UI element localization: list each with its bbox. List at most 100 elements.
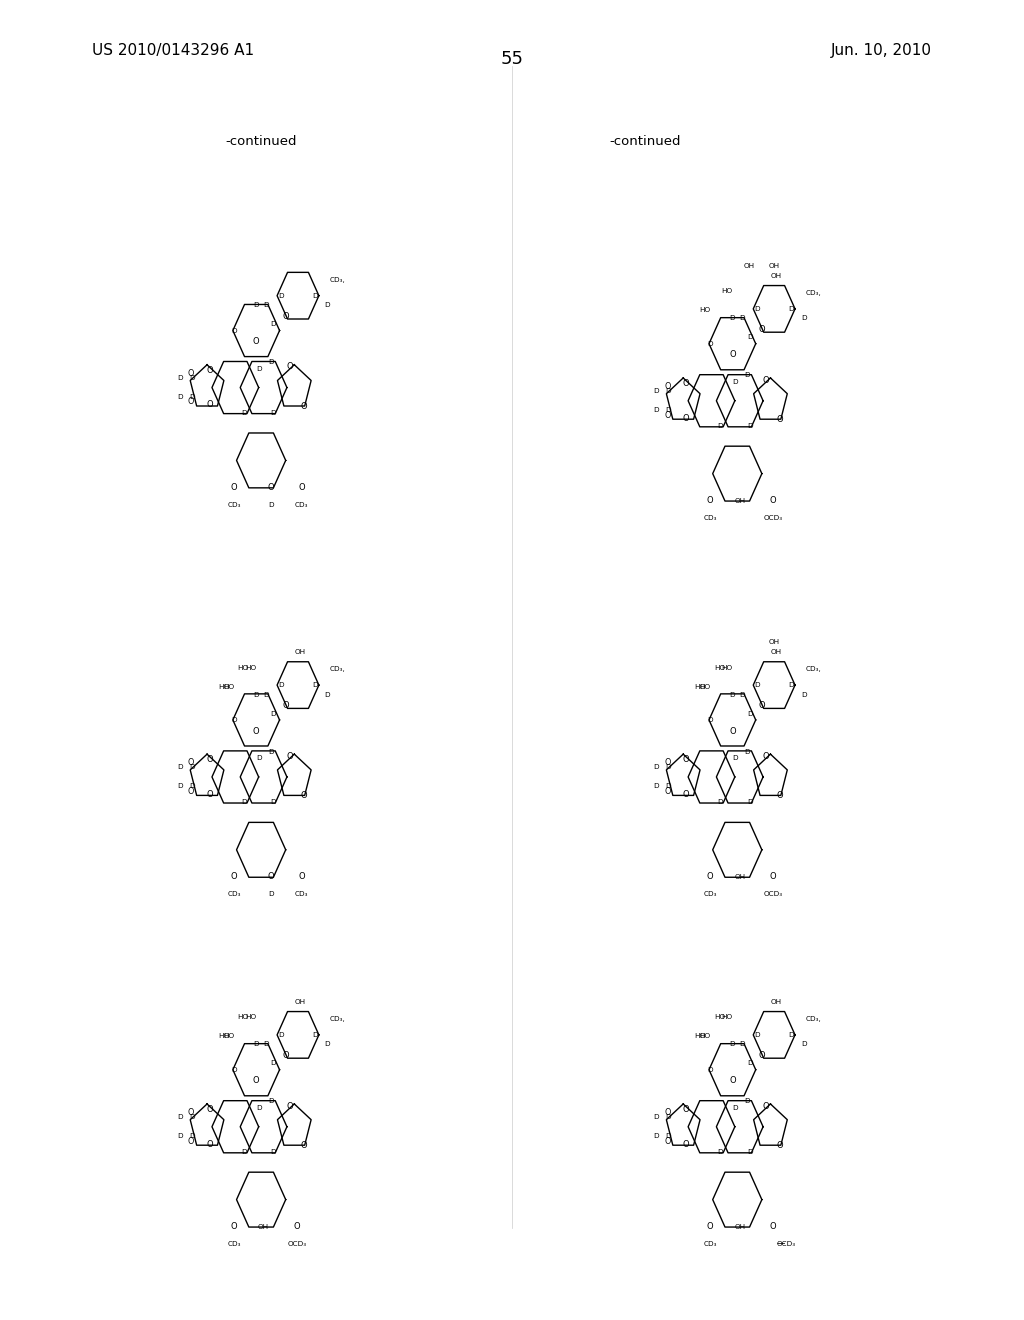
Text: D: D: [801, 315, 807, 321]
Text: D: D: [729, 692, 735, 697]
Text: O: O: [682, 789, 689, 799]
Text: D: D: [708, 341, 713, 347]
Text: CD₃: CD₃: [227, 891, 241, 898]
Text: D: D: [241, 411, 247, 416]
Text: D: D: [801, 1041, 807, 1047]
Text: O: O: [301, 792, 307, 800]
Text: D: D: [312, 293, 318, 298]
Text: D: D: [801, 692, 807, 697]
Text: D: D: [263, 1041, 269, 1047]
Text: D: D: [746, 800, 753, 805]
Text: D: D: [653, 1114, 659, 1121]
Text: O: O: [707, 873, 714, 882]
Text: O: O: [301, 403, 307, 411]
Text: D: D: [666, 1134, 672, 1139]
Text: D: D: [744, 748, 750, 755]
Text: D: D: [744, 372, 750, 379]
Text: D: D: [256, 755, 261, 760]
Text: O: O: [253, 726, 259, 735]
Text: D: D: [270, 321, 276, 327]
Text: O: O: [286, 363, 293, 371]
Text: 55: 55: [501, 50, 523, 69]
Text: O: O: [707, 496, 714, 506]
Text: D: D: [666, 784, 672, 789]
Text: D: D: [312, 1032, 318, 1038]
Text: Jun. 10, 2010: Jun. 10, 2010: [830, 42, 932, 58]
Text: D: D: [177, 1134, 183, 1139]
Text: D: D: [278, 1032, 284, 1038]
Text: HO: HO: [218, 684, 229, 689]
Text: D: D: [739, 1041, 745, 1047]
Text: D: D: [231, 327, 237, 334]
Text: CD₃,: CD₃,: [330, 667, 345, 672]
Text: OH: OH: [295, 649, 306, 655]
Text: OH: OH: [771, 649, 782, 655]
Text: HO: HO: [245, 665, 256, 671]
Text: O: O: [682, 755, 689, 764]
Text: D: D: [746, 1060, 753, 1067]
Text: O: O: [283, 701, 289, 710]
Text: D: D: [666, 764, 672, 771]
Text: D: D: [268, 1098, 273, 1105]
Text: O: O: [187, 787, 195, 796]
Text: OH: OH: [295, 999, 306, 1005]
Text: O: O: [206, 755, 213, 764]
Text: HO: HO: [694, 1034, 706, 1039]
Text: US 2010/0143296 A1: US 2010/0143296 A1: [92, 42, 254, 58]
Text: D: D: [653, 784, 659, 789]
Text: D: D: [177, 1114, 183, 1121]
Text: CD₃: CD₃: [227, 1241, 241, 1247]
Text: O: O: [707, 1222, 714, 1232]
Text: CD₃: CD₃: [295, 891, 308, 898]
Text: O: O: [762, 1102, 769, 1110]
Text: O: O: [187, 1107, 195, 1117]
Text: D: D: [270, 710, 276, 717]
Text: O: O: [253, 337, 259, 346]
Text: O: O: [664, 758, 671, 767]
Text: CD₃: CD₃: [227, 502, 241, 508]
Text: D: D: [666, 408, 672, 413]
Text: O: O: [664, 1137, 671, 1146]
Text: O: O: [206, 366, 213, 375]
Text: D: D: [746, 334, 753, 341]
Text: D: D: [666, 1114, 672, 1121]
Text: D: D: [189, 1114, 196, 1121]
Text: D: D: [241, 1150, 247, 1155]
Text: D: D: [278, 293, 284, 298]
Text: D: D: [653, 764, 659, 771]
Text: D: D: [653, 1134, 659, 1139]
Text: D: D: [268, 502, 273, 508]
Text: CD₃: CD₃: [703, 515, 717, 521]
Text: O: O: [777, 1142, 783, 1150]
Text: HO: HO: [245, 1015, 256, 1020]
Text: D: D: [189, 375, 196, 381]
Text: OH: OH: [769, 263, 779, 269]
Text: HO: HO: [721, 665, 732, 671]
Text: O: O: [301, 1142, 307, 1150]
Text: O: O: [777, 792, 783, 800]
Text: O: O: [286, 752, 293, 760]
Text: D: D: [744, 1098, 750, 1105]
Text: D: D: [270, 1060, 276, 1067]
Text: O: O: [770, 1222, 776, 1232]
Text: O: O: [777, 416, 783, 424]
Text: D: D: [653, 388, 659, 395]
Text: O: O: [770, 496, 776, 506]
Text: O: O: [230, 873, 238, 882]
Text: D: D: [253, 302, 259, 308]
Text: OH: OH: [771, 273, 782, 279]
Text: O: O: [759, 701, 765, 710]
Text: D: D: [231, 717, 237, 723]
Text: O: O: [759, 325, 765, 334]
Text: O: O: [230, 1222, 238, 1232]
Text: D: D: [263, 692, 269, 697]
Text: OCD₃: OCD₃: [763, 891, 782, 898]
Text: D: D: [717, 424, 723, 429]
Text: D: D: [270, 1150, 276, 1155]
Text: O: O: [187, 758, 195, 767]
Text: D: D: [325, 302, 331, 308]
Text: OH: OH: [734, 498, 745, 503]
Text: HO: HO: [721, 1015, 732, 1020]
Text: O: O: [267, 483, 274, 492]
Text: CD₃,: CD₃,: [806, 290, 821, 296]
